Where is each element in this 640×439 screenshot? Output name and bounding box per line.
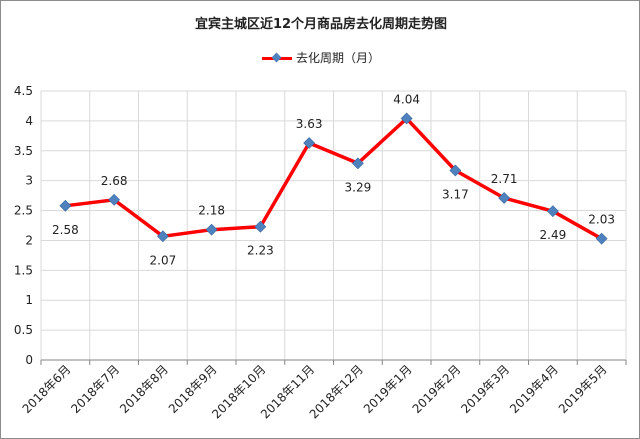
x-tick-label: 2019年1月 xyxy=(361,362,415,416)
x-tick-label: 2018年7月 xyxy=(68,362,122,416)
data-label: 2.07 xyxy=(150,253,177,267)
y-tick-label: 0 xyxy=(25,353,33,367)
data-point xyxy=(351,157,364,170)
x-tick-label: 2019年4月 xyxy=(507,362,561,416)
x-tick-label: 2018年6月 xyxy=(20,362,74,416)
data-label: 2.03 xyxy=(588,213,615,227)
data-label: 2.71 xyxy=(491,172,518,186)
series-line xyxy=(63,116,604,241)
y-tick-label: 2 xyxy=(25,233,33,247)
data-point xyxy=(498,192,511,204)
data-point xyxy=(546,205,559,218)
data-label: 3.29 xyxy=(345,180,372,194)
data-point xyxy=(595,232,608,245)
data-point xyxy=(303,137,316,149)
chart-title: 宜宾主城区近12个月商品房去化周期走势图 xyxy=(194,17,448,32)
y-tick-label: 0.5 xyxy=(14,323,33,337)
data-point xyxy=(156,230,169,243)
x-tick-label: 2019年3月 xyxy=(458,362,512,416)
legend-line-marker-icon xyxy=(261,52,292,63)
y-tick-label: 3 xyxy=(25,174,33,188)
data-point xyxy=(400,112,413,125)
data-point xyxy=(449,164,462,177)
data-label: 4.04 xyxy=(393,92,420,106)
data-label: 2.18 xyxy=(198,204,225,218)
data-point xyxy=(205,223,218,236)
legend: 去化周期（月） xyxy=(1,49,639,66)
y-tick-label: 4.5 xyxy=(14,84,33,98)
data-label: 3.17 xyxy=(442,188,469,202)
legend-label: 去化周期（月） xyxy=(295,51,380,65)
data-point xyxy=(254,220,267,233)
x-tick-label: 2018年8月 xyxy=(117,362,171,416)
x-tick-label: 2019年5月 xyxy=(556,362,610,416)
data-label: 2.68 xyxy=(101,174,128,188)
data-label: 2.23 xyxy=(247,244,274,258)
y-tick-label: 1.5 xyxy=(14,263,33,277)
data-label: 2.49 xyxy=(540,228,567,242)
y-tick-label: 4 xyxy=(25,114,33,128)
x-tick-label: 2019年2月 xyxy=(410,362,464,416)
data-point xyxy=(108,193,121,206)
y-tick-label: 2.5 xyxy=(14,204,33,218)
y-tick-label: 1 xyxy=(25,293,33,307)
data-point xyxy=(59,199,72,212)
data-label: 2.58 xyxy=(52,223,79,237)
data-label: 3.63 xyxy=(296,117,323,131)
y-tick-label: 3.5 xyxy=(14,144,33,158)
